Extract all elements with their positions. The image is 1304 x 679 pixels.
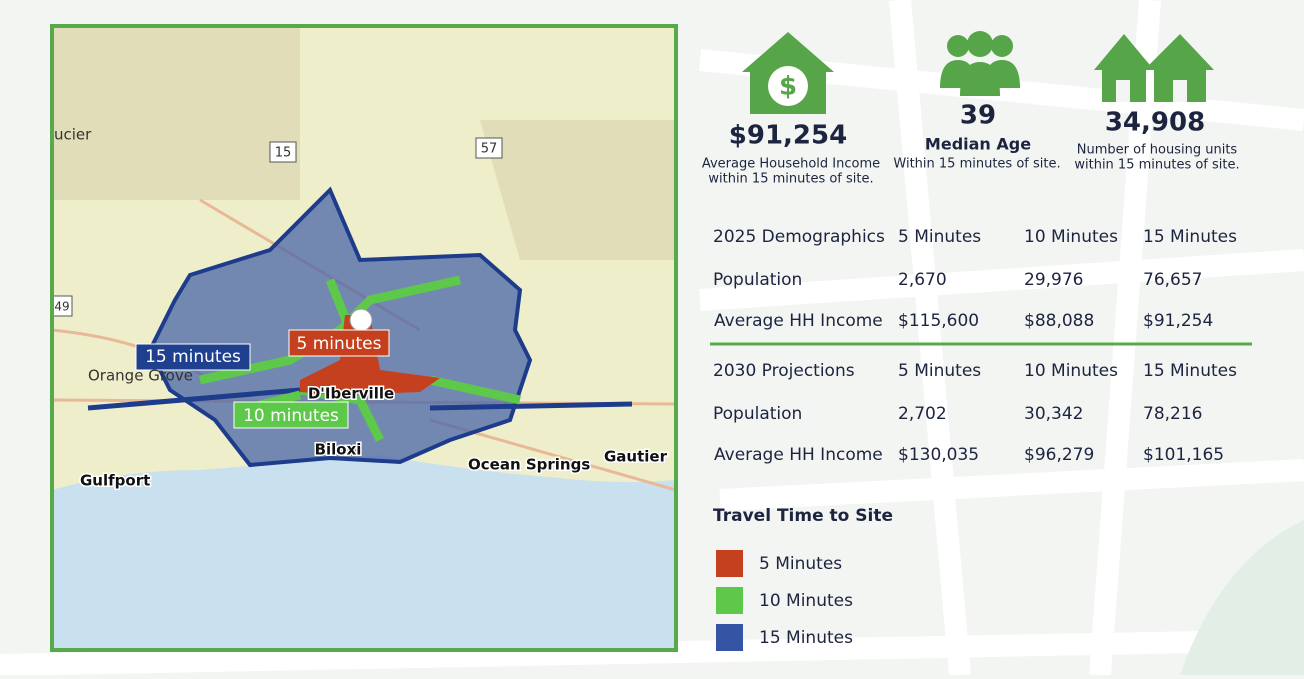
table-cell: $91,254	[1143, 311, 1213, 331]
road-shield: 15	[275, 146, 292, 161]
table-header: 5 Minutes	[898, 361, 981, 381]
table-cell: Average HH Income	[714, 445, 883, 465]
legend-label: 15 Minutes	[759, 628, 853, 648]
tables: 2025 Demographics 5 Minutes 10 Minutes 15 M…	[713, 227, 1237, 465]
table-cell: 29,976	[1024, 270, 1083, 290]
zone-label: 15 minutes	[145, 347, 241, 367]
table-header: 2025 Demographics	[713, 227, 885, 247]
place-label: ucier	[54, 126, 92, 144]
legend-swatch	[716, 624, 743, 651]
stat-value: 39	[960, 101, 996, 131]
table-cell: $88,088	[1024, 311, 1094, 331]
place-label: Gautier	[604, 448, 668, 466]
svg-text:$: $	[779, 72, 797, 102]
table-header: 10 Minutes	[1024, 227, 1118, 247]
table-header: 15 Minutes	[1143, 227, 1237, 247]
table-cell: 78,216	[1143, 404, 1202, 424]
map-frame	[50, 24, 678, 652]
legend-title: Travel Time to Site	[713, 506, 893, 526]
stat-sub: within 15 minutes of site.	[708, 172, 873, 187]
legend-label: 10 Minutes	[759, 591, 853, 611]
place-label: Biloxi	[315, 441, 362, 459]
table-cell: 2,670	[898, 270, 947, 290]
table-cell: $115,600	[898, 311, 979, 331]
place-label: Orange Grove	[88, 367, 193, 385]
map	[52, 26, 676, 650]
stat-value: 34,908	[1105, 108, 1205, 138]
table-header: 10 Minutes	[1024, 361, 1118, 381]
road-shield: 57	[481, 142, 498, 157]
table-cell: Population	[713, 404, 802, 424]
road-shield: 49	[54, 300, 69, 314]
place-label: Gulfport	[80, 472, 150, 490]
stat-label: Median Age	[925, 135, 1031, 154]
stat-sub: Within 15 minutes of site.	[893, 157, 1060, 172]
place-label: D'Iberville	[308, 385, 394, 403]
zone-label: 5 minutes	[296, 334, 381, 354]
legend-swatch	[716, 550, 743, 577]
table-cell: $130,035	[898, 445, 979, 465]
table-cell: 30,342	[1024, 404, 1083, 424]
table-cell: $101,165	[1143, 445, 1224, 465]
table-header: 15 Minutes	[1143, 361, 1237, 381]
table-cell: Population	[713, 270, 802, 290]
table-cell: 76,657	[1143, 270, 1202, 290]
stat-value: $91,254	[729, 121, 847, 151]
table-cell: Average HH Income	[714, 311, 883, 331]
table-header: 5 Minutes	[898, 227, 981, 247]
place-label: Ocean Springs	[468, 456, 590, 474]
stat-label: Average Household Income	[702, 157, 880, 172]
table-header: 2030 Projections	[713, 361, 855, 381]
bg-park	[1180, 520, 1304, 675]
stat-sub: within 15 minutes of site.	[1074, 158, 1239, 173]
zone-label: 10 minutes	[243, 406, 339, 426]
legend-swatch	[716, 587, 743, 614]
table-cell: $96,279	[1024, 445, 1094, 465]
icons: $	[742, 31, 1214, 114]
legend-label: 5 Minutes	[759, 554, 842, 574]
stat-label: Number of housing units	[1077, 143, 1238, 158]
table-cell: 2,702	[898, 404, 947, 424]
